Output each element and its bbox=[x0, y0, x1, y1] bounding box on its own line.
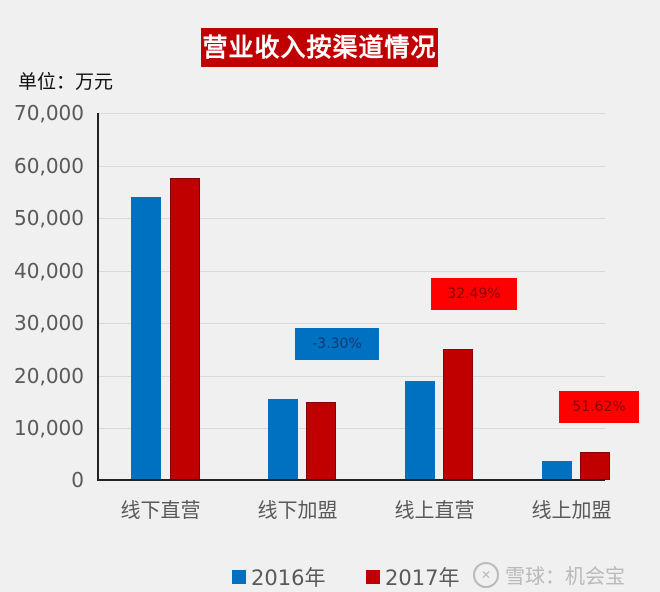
legend-label-2017: 2017年 bbox=[385, 566, 460, 590]
y-tick: 70,000 bbox=[14, 101, 84, 125]
bar-2016-online-direct bbox=[405, 381, 435, 480]
y-tick: 10,000 bbox=[14, 416, 84, 440]
y-tick: 0 bbox=[71, 468, 84, 492]
bar-2017-offline-franchise bbox=[306, 402, 336, 480]
y-tick: 40,000 bbox=[14, 259, 84, 283]
legend-2017: 2017年 bbox=[366, 562, 459, 592]
bar-2016-online-franchise bbox=[542, 461, 572, 480]
x-label: 线上加盟 bbox=[531, 498, 612, 522]
gridline bbox=[97, 323, 605, 324]
legend-2016: 2016年 bbox=[232, 562, 325, 592]
y-tick: 60,000 bbox=[14, 154, 84, 178]
y-tick: 30,000 bbox=[14, 311, 84, 335]
bar-2017-online-franchise bbox=[580, 452, 610, 480]
gridline bbox=[97, 218, 605, 219]
legend-swatch-2017 bbox=[366, 570, 380, 584]
bar-2017-offline-direct bbox=[170, 178, 200, 480]
growth-label-offline-franchise: -3.30% bbox=[295, 328, 379, 360]
y-tick: 50,000 bbox=[14, 206, 84, 230]
x-axis-line bbox=[97, 479, 605, 481]
bar-2016-offline-direct bbox=[131, 197, 161, 480]
watermark-text: 雪球：机会宝 bbox=[505, 564, 625, 588]
x-label: 线下加盟 bbox=[257, 498, 338, 522]
x-label: 线下直营 bbox=[120, 498, 201, 522]
watermark: ✕ 雪球：机会宝 bbox=[473, 560, 625, 589]
gridline bbox=[97, 376, 605, 377]
unit-label: 单位：万元 bbox=[18, 71, 114, 93]
gridline bbox=[97, 271, 605, 272]
y-axis-line bbox=[97, 113, 99, 481]
gridline bbox=[97, 166, 605, 167]
bar-2016-offline-franchise bbox=[268, 399, 298, 480]
y-tick: 20,000 bbox=[14, 364, 84, 388]
bar-2017-online-direct bbox=[443, 349, 473, 480]
legend-label-2016: 2016年 bbox=[251, 566, 326, 590]
growth-label-online-direct: 32.49% bbox=[431, 278, 517, 310]
gridline bbox=[97, 428, 605, 429]
gridline bbox=[97, 113, 605, 114]
legend-swatch-2016 bbox=[232, 570, 246, 584]
snowball-logo-icon: ✕ bbox=[473, 561, 499, 588]
growth-label-online-franchise: 51.62% bbox=[559, 391, 639, 423]
chart-title: 营业收入按渠道情况 bbox=[201, 28, 438, 67]
x-label: 线上直营 bbox=[394, 498, 475, 522]
